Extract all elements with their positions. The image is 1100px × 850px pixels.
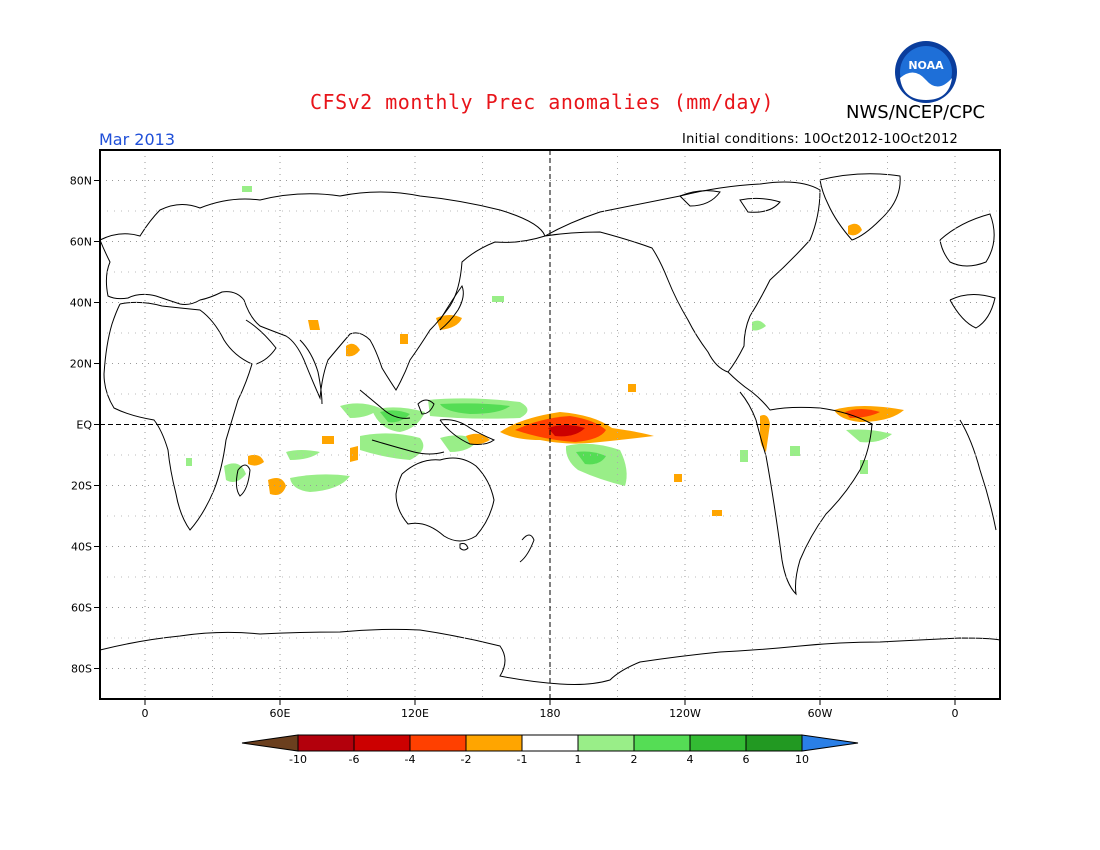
latitude-labels: 80N 60N 40N 20N EQ 20S 40S 60S 80S bbox=[70, 175, 93, 676]
legend-tick-label: 6 bbox=[743, 753, 750, 766]
legend-tick-label: 10 bbox=[795, 753, 809, 766]
legend-swatch bbox=[353, 734, 411, 752]
legend-arrow-high bbox=[801, 734, 859, 752]
map-title: CFSv2 monthly Prec anomalies (mm/day) bbox=[310, 90, 775, 114]
latitude-label: 20N bbox=[70, 358, 92, 371]
legend-tick-label: -10 bbox=[289, 753, 307, 766]
legend-tick-label: 4 bbox=[687, 753, 694, 766]
latitude-label: 60S bbox=[71, 602, 92, 615]
longitude-label: 0 bbox=[952, 707, 959, 720]
noaa-logo-icon: NOAA bbox=[895, 41, 957, 103]
legend-tick-label: -4 bbox=[405, 753, 416, 766]
legend-swatch bbox=[745, 734, 803, 752]
latitude-label: 20S bbox=[71, 480, 92, 493]
longitude-label: 120E bbox=[401, 707, 429, 720]
legend-swatch bbox=[521, 734, 579, 752]
agency-label: NWS/NCEP/CPC bbox=[846, 102, 986, 123]
legend-swatch bbox=[409, 734, 467, 752]
latitude-label: 80S bbox=[71, 663, 92, 676]
legend-swatch bbox=[633, 734, 691, 752]
longitude-label: 60E bbox=[270, 707, 291, 720]
longitude-label: 120W bbox=[669, 707, 701, 720]
longitude-label: 180 bbox=[540, 707, 561, 720]
latitude-label: 60N bbox=[70, 236, 92, 249]
logo-text: NOAA bbox=[908, 59, 944, 72]
latitude-label: 40N bbox=[70, 297, 92, 310]
anomaly-shading bbox=[186, 186, 904, 516]
legend-tick-label: -6 bbox=[349, 753, 360, 766]
initial-conditions-label: Initial conditions: 10Oct2012-10Oct2012 bbox=[682, 132, 959, 147]
color-legend: -10 -6 -4 -2 -1 1 2 4 6 10 bbox=[241, 734, 859, 766]
legend-tick-label: -1 bbox=[517, 753, 528, 766]
longitude-label: 0 bbox=[142, 707, 149, 720]
latitude-label: 40S bbox=[71, 541, 92, 554]
legend-swatch bbox=[297, 734, 355, 752]
legend-swatch bbox=[465, 734, 523, 752]
longitude-label: 60W bbox=[808, 707, 833, 720]
legend-tick-label: -2 bbox=[461, 753, 472, 766]
map-frame bbox=[99, 149, 1001, 700]
legend-swatch bbox=[689, 734, 747, 752]
legend-arrow-low bbox=[241, 734, 299, 752]
legend-tick-label: 2 bbox=[631, 753, 638, 766]
longitude-labels: 0 60E 120E 180 120W 60W 0 bbox=[142, 707, 959, 720]
coastlines bbox=[99, 173, 1001, 685]
latitude-label: 80N bbox=[70, 175, 92, 188]
latitude-label: EQ bbox=[76, 419, 92, 432]
legend-swatch bbox=[577, 734, 635, 752]
graticule bbox=[94, 150, 1000, 705]
valid-month-label: Mar 2013 bbox=[99, 130, 175, 149]
legend-tick-label: 1 bbox=[575, 753, 582, 766]
